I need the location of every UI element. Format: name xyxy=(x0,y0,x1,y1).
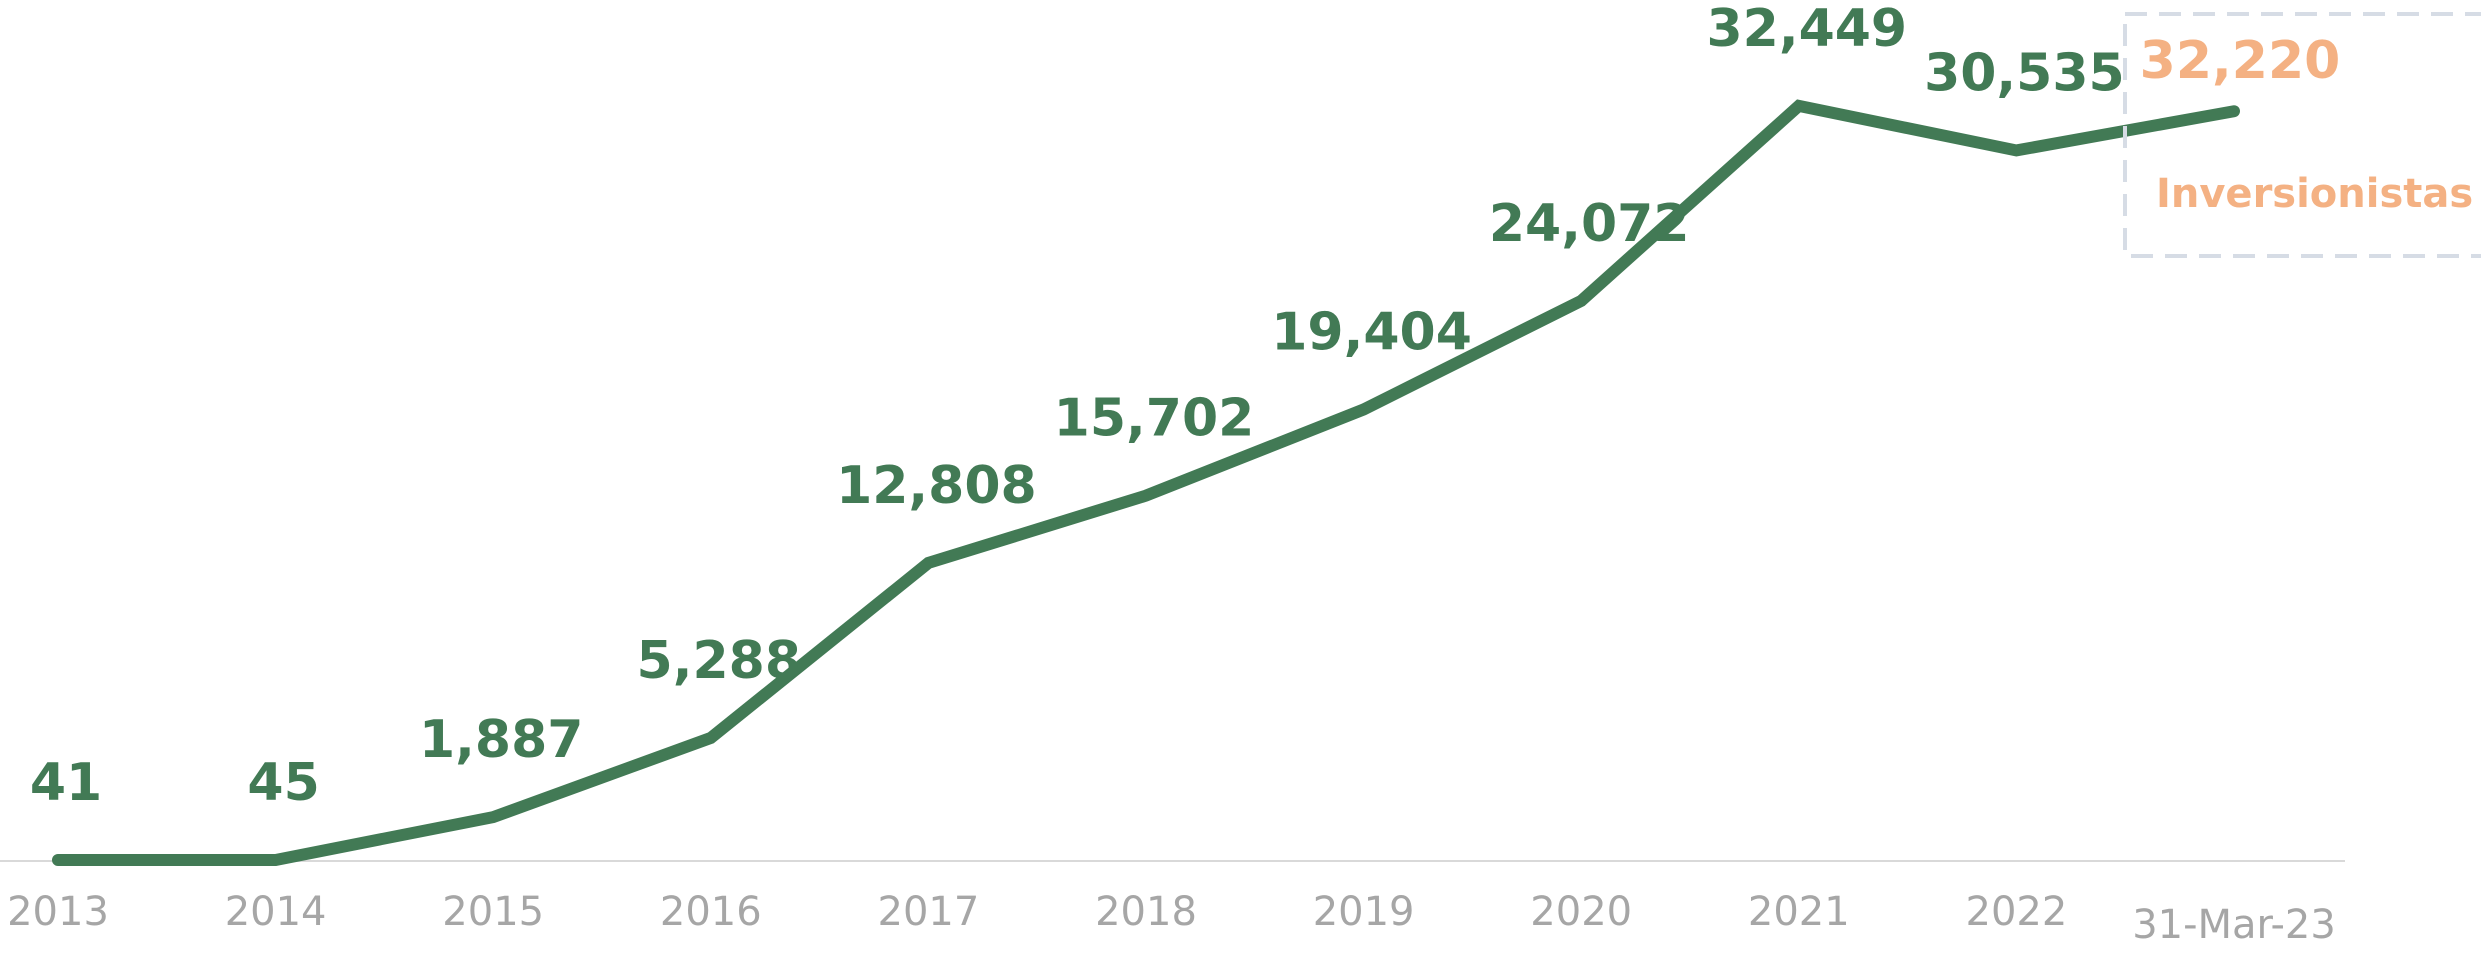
x-tick-2021: 2021 xyxy=(1748,889,1850,935)
x-tick-2016: 2016 xyxy=(660,889,762,935)
investors-series-line xyxy=(52,99,2240,867)
data-label-2022: 30,535 xyxy=(1924,43,2125,103)
data-point-2016 xyxy=(707,734,714,741)
data-point-2017 xyxy=(925,559,932,566)
data-label-2014: 45 xyxy=(247,753,319,813)
data-point-31-mar-23 xyxy=(2231,108,2237,115)
x-tick-31-mar-23: 31-Mar-23 xyxy=(2132,902,2336,948)
data-label-2017: 12,808 xyxy=(836,456,1037,516)
x-tick-2017: 2017 xyxy=(878,889,980,935)
data-label-2015: 1,887 xyxy=(419,710,583,770)
data-point-2019 xyxy=(1360,406,1367,413)
data-point-2014 xyxy=(272,856,279,863)
x-tick-2019: 2019 xyxy=(1313,889,1415,935)
callout-value: 32,220 xyxy=(2140,31,2341,91)
data-point-2018 xyxy=(1143,492,1149,499)
data-label-2020: 24,072 xyxy=(1489,194,1690,254)
data-point-2020 xyxy=(1578,297,1585,304)
x-tick-2015: 2015 xyxy=(442,889,544,935)
data-label-2021: 32,449 xyxy=(1706,0,1907,59)
data-label-2013: 41 xyxy=(30,753,102,813)
data-label-2016: 5,288 xyxy=(637,631,801,691)
x-tick-labels: 2013 2014 2015 2016 2017 2018 2019 2020 2021 2022… xyxy=(7,889,2336,948)
data-point-2022 xyxy=(2013,147,2020,154)
data-label-2019: 19,404 xyxy=(1271,302,1472,362)
x-tick-2020: 2020 xyxy=(1530,889,1632,935)
x-tick-2018: 2018 xyxy=(1095,889,1197,935)
data-points-layer xyxy=(55,102,2237,864)
data-point-2021 xyxy=(1795,102,1802,109)
data-point-2013 xyxy=(55,857,61,864)
data-labels-layer: 41 45 1,887 5,288 12,808 15,702 19,404 24,072 32… xyxy=(30,0,2125,813)
data-point-2015 xyxy=(490,814,497,821)
last-value-callout: 32,220 Inversionistas xyxy=(2123,12,2481,258)
callout-box xyxy=(2123,12,2481,258)
x-tick-2022: 2022 xyxy=(1966,889,2068,935)
series-line-layer xyxy=(52,99,2240,867)
callout-caption: Inversionistas xyxy=(2156,171,2473,217)
x-tick-2013: 2013 xyxy=(7,889,109,935)
data-label-2018: 15,702 xyxy=(1054,389,1255,449)
x-tick-2014: 2014 xyxy=(225,889,327,935)
